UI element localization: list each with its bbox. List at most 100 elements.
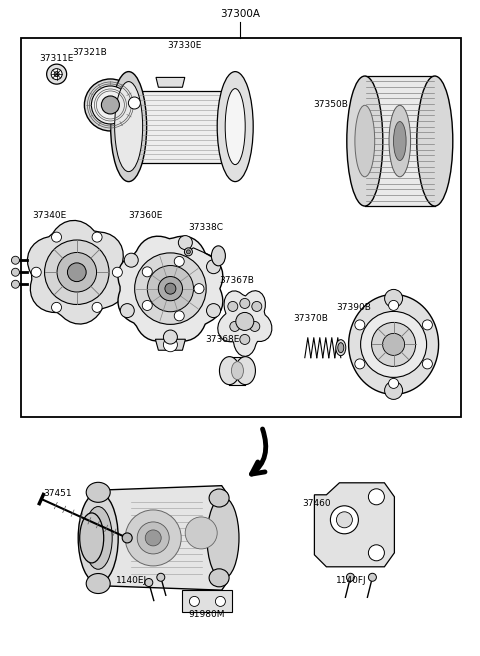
- Circle shape: [125, 510, 181, 566]
- Ellipse shape: [219, 357, 240, 384]
- Circle shape: [120, 304, 134, 318]
- Ellipse shape: [209, 489, 229, 507]
- Circle shape: [336, 512, 352, 528]
- Circle shape: [236, 312, 254, 331]
- Ellipse shape: [84, 506, 112, 569]
- Circle shape: [54, 72, 59, 77]
- Circle shape: [372, 322, 416, 367]
- Circle shape: [330, 506, 359, 534]
- Ellipse shape: [111, 72, 147, 182]
- Circle shape: [12, 256, 19, 264]
- Ellipse shape: [417, 76, 453, 206]
- Ellipse shape: [209, 569, 229, 587]
- Circle shape: [384, 289, 403, 308]
- Ellipse shape: [355, 106, 375, 176]
- Ellipse shape: [86, 482, 110, 502]
- Ellipse shape: [84, 79, 136, 131]
- Polygon shape: [218, 291, 272, 356]
- Text: 37321B: 37321B: [72, 48, 107, 57]
- Circle shape: [135, 253, 206, 324]
- Text: 37340E: 37340E: [32, 211, 66, 220]
- Circle shape: [186, 250, 191, 254]
- Ellipse shape: [336, 340, 346, 356]
- Circle shape: [190, 596, 199, 606]
- Polygon shape: [118, 236, 223, 341]
- Circle shape: [360, 312, 427, 377]
- Circle shape: [12, 280, 19, 288]
- Circle shape: [158, 277, 182, 300]
- Circle shape: [369, 489, 384, 505]
- Circle shape: [240, 298, 250, 308]
- Circle shape: [124, 253, 138, 267]
- Ellipse shape: [86, 573, 110, 594]
- Circle shape: [47, 64, 67, 84]
- Circle shape: [250, 321, 260, 331]
- Ellipse shape: [101, 96, 120, 114]
- Ellipse shape: [235, 357, 255, 384]
- Circle shape: [184, 248, 192, 256]
- Circle shape: [51, 69, 62, 79]
- Circle shape: [194, 283, 204, 294]
- Text: 37330E: 37330E: [167, 41, 202, 50]
- Circle shape: [369, 544, 384, 561]
- Circle shape: [369, 573, 376, 581]
- Circle shape: [112, 267, 122, 277]
- Circle shape: [347, 573, 354, 581]
- Circle shape: [142, 300, 152, 310]
- Ellipse shape: [211, 246, 226, 266]
- Ellipse shape: [115, 81, 143, 172]
- Circle shape: [355, 359, 365, 369]
- Polygon shape: [229, 357, 245, 384]
- Ellipse shape: [231, 361, 243, 380]
- Circle shape: [142, 267, 152, 277]
- Circle shape: [165, 283, 176, 294]
- Circle shape: [179, 236, 192, 250]
- Circle shape: [147, 266, 193, 312]
- Circle shape: [389, 300, 398, 310]
- Ellipse shape: [91, 86, 130, 124]
- Polygon shape: [365, 76, 435, 206]
- Polygon shape: [27, 220, 126, 324]
- Circle shape: [157, 573, 165, 581]
- Circle shape: [67, 263, 86, 281]
- Ellipse shape: [394, 121, 406, 161]
- Circle shape: [230, 321, 240, 331]
- Circle shape: [174, 256, 184, 266]
- Circle shape: [145, 530, 161, 546]
- Circle shape: [12, 268, 19, 276]
- Text: 37370B: 37370B: [294, 314, 329, 323]
- Text: 37460: 37460: [302, 499, 331, 508]
- Ellipse shape: [225, 89, 245, 165]
- Polygon shape: [92, 485, 228, 590]
- Circle shape: [57, 253, 96, 292]
- Circle shape: [174, 311, 184, 321]
- Polygon shape: [314, 483, 395, 567]
- Text: 37300A: 37300A: [220, 9, 260, 20]
- Text: 37338C: 37338C: [189, 223, 224, 232]
- Circle shape: [240, 335, 250, 344]
- Text: 1140FJ: 1140FJ: [336, 576, 367, 585]
- Text: 37368E: 37368E: [205, 335, 240, 344]
- Ellipse shape: [78, 492, 118, 584]
- Circle shape: [422, 359, 432, 369]
- Circle shape: [228, 302, 238, 312]
- Circle shape: [129, 97, 140, 109]
- Circle shape: [355, 320, 365, 330]
- Circle shape: [163, 338, 178, 352]
- Circle shape: [389, 379, 398, 388]
- Ellipse shape: [347, 76, 383, 206]
- Polygon shape: [156, 77, 185, 87]
- Text: 37367B: 37367B: [219, 276, 254, 285]
- Circle shape: [145, 579, 153, 586]
- Text: 37311E: 37311E: [39, 54, 74, 63]
- FancyBboxPatch shape: [21, 38, 461, 417]
- Polygon shape: [348, 295, 439, 394]
- Ellipse shape: [338, 342, 344, 353]
- Text: 37390B: 37390B: [336, 303, 371, 312]
- Circle shape: [92, 302, 102, 312]
- Circle shape: [206, 304, 220, 318]
- Text: 37360E: 37360E: [129, 211, 163, 220]
- Polygon shape: [182, 590, 232, 613]
- Circle shape: [206, 260, 220, 274]
- Circle shape: [51, 302, 61, 312]
